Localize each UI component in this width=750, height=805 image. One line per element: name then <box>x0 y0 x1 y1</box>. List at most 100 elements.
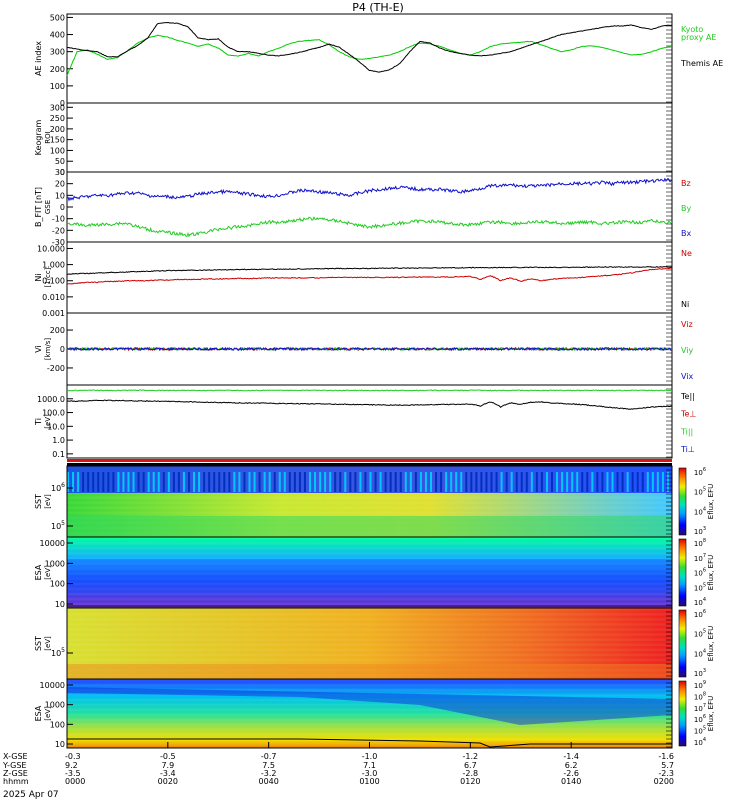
esa-ion-mid-band <box>67 559 672 593</box>
ae-ytick-label: 100 <box>50 82 65 91</box>
sst-ion-stripe <box>500 472 503 492</box>
sst-ion-stripe <box>651 472 654 492</box>
velocity-legend-2: Vix <box>681 372 694 381</box>
x-tick-label-3: 0020 <box>158 777 178 786</box>
x-tick-label-0: -1.2 <box>463 752 479 761</box>
sst-ion-unit-label: [eV] <box>44 494 52 509</box>
sst-ion-colorbar <box>678 467 687 536</box>
x-tick-label-2: -3.4 <box>160 769 176 778</box>
density-ytick-label: 0.010 <box>42 293 65 302</box>
esa-elec-energy-bin <box>67 728 672 731</box>
sst-ion-stripe <box>117 472 120 492</box>
sst-ion-colorbar-tick-label: 106 <box>694 467 706 477</box>
temperature-ylabel: Ti <box>34 418 43 426</box>
bfield-frame <box>66 171 673 243</box>
esa-ion-energy-bin <box>67 537 672 540</box>
panel-bfield: -30 -20 -10 0 10 20 30 B_FIT [nT] GSE Bz By Bx <box>34 168 691 247</box>
sst-ion-stripe <box>268 472 271 492</box>
temperature-ytick-label: 1.0 <box>52 436 65 445</box>
sst-ion-stripe <box>283 472 286 492</box>
x-tick-label-3: 0120 <box>460 777 480 786</box>
sst-ion-stripe <box>314 472 317 492</box>
sst-ion-stripe <box>399 472 402 492</box>
sst-ion-stripe <box>641 472 644 492</box>
sst-elec-energy-bin <box>67 628 672 631</box>
sst-ion-stripe <box>394 472 397 492</box>
x-tick-label-3: 0100 <box>359 777 379 786</box>
sst-ion-stripe <box>561 472 564 492</box>
sst-ion-stripe <box>253 472 256 492</box>
sst-ion-stripe <box>495 472 498 492</box>
density-ylabel: Ni <box>34 273 43 281</box>
esa-elec-ylabel: ESA <box>34 705 43 721</box>
x-tick-label-3: 0140 <box>561 777 581 786</box>
sst-ion-stripe <box>646 472 649 492</box>
sst-ion-stripe <box>92 472 95 492</box>
sst-ion-stripe <box>661 472 664 492</box>
density-ytick-label: 0.001 <box>42 309 65 318</box>
esa-elec-colorbar-tick-label: 107 <box>694 703 706 713</box>
esa-elec-energy-bin <box>67 688 672 692</box>
sst-ion-stripe <box>571 472 574 492</box>
esa-elec-ytick-label: 100 <box>50 720 65 729</box>
esa-ion-ytick-label: 10 <box>55 600 65 609</box>
esa-ion-colorbar-tick-label: 108 <box>694 538 706 548</box>
x-tick-label-1: 5.7 <box>661 761 674 770</box>
esa-ion-spectrogram <box>67 537 672 608</box>
esa-ion-ytick-label: 1000 <box>45 559 65 568</box>
sst-elec-colorbar-label: Eflux, EFU <box>707 626 715 661</box>
temperature-legend-1: Te⊥ <box>680 410 696 419</box>
density-legend-1: Ni <box>681 300 689 309</box>
sst-elec-energy-bin <box>67 638 672 641</box>
sst-ion-stripe <box>278 472 281 492</box>
sst-ion-stripe <box>157 472 160 492</box>
sst-elec-energy-bin <box>67 668 672 672</box>
sst-ion-stripe <box>424 472 427 492</box>
density-ytick-label: 10.000 <box>37 244 65 253</box>
date-label: 2025 Apr 07 <box>3 790 59 800</box>
x-tick-label-2: -2.6 <box>563 769 579 778</box>
sst-ion-stripe <box>243 472 246 492</box>
sst-elec-energy-bin <box>67 618 672 621</box>
sst-ion-stripe <box>223 472 226 492</box>
sst-ion-stripe <box>188 472 190 492</box>
x-tick-label-2: -2.8 <box>463 769 479 778</box>
esa-ion-energy-bin <box>67 552 672 555</box>
sst-ion-stripe <box>490 472 493 492</box>
ae-ytick-label: 300 <box>50 48 65 57</box>
sst-ion-stripe <box>238 472 241 492</box>
esa-ion-colorbar-tick-label: 107 <box>694 553 706 563</box>
esa-ion-ytick-label: 100 <box>50 580 65 589</box>
sst-ion-stripe <box>551 472 553 492</box>
bfield-series-1 <box>66 216 673 238</box>
sst-ion-stripe <box>535 472 538 492</box>
sst-ion-stripe <box>182 472 185 492</box>
temperature-series-1 <box>66 399 673 410</box>
velocity-series-2 <box>66 346 673 352</box>
esa-ion-energy-bin <box>67 582 672 586</box>
x-axis-row-label-1: Y-GSE <box>2 761 26 770</box>
bfield-ytick-label: -20 <box>52 226 65 235</box>
sst-ion-stripe <box>359 472 362 492</box>
sst-ion-stripe <box>77 472 80 492</box>
sst-ion-stripe <box>298 472 301 492</box>
sst-ion-stripe <box>440 472 443 492</box>
sst-ion-ytick-label: 106 <box>51 482 65 493</box>
ae-legend-1: proxy AE <box>681 33 716 42</box>
esa-ion-colorbar-tick-label: 104 <box>694 597 706 607</box>
keogram-ytick-label: 150 <box>50 136 65 145</box>
esa-ion-energy-bin <box>67 547 672 550</box>
esa-ion-energy-bin <box>67 577 672 581</box>
esa-elec-colorbar-tick-label: 105 <box>694 726 706 736</box>
sst-ion-stripe <box>631 472 634 492</box>
sst-elec-energy-bin <box>67 643 672 647</box>
sst-ion-stripe <box>203 472 206 492</box>
sst-ion-stripe <box>67 472 69 492</box>
sst-ion-stripe <box>611 472 614 492</box>
esa-elec-colorbar-tick-label: 104 <box>694 737 706 747</box>
bfield-ytick-label: 30 <box>55 168 65 177</box>
ae-legend-0: Kyoto <box>681 25 703 34</box>
